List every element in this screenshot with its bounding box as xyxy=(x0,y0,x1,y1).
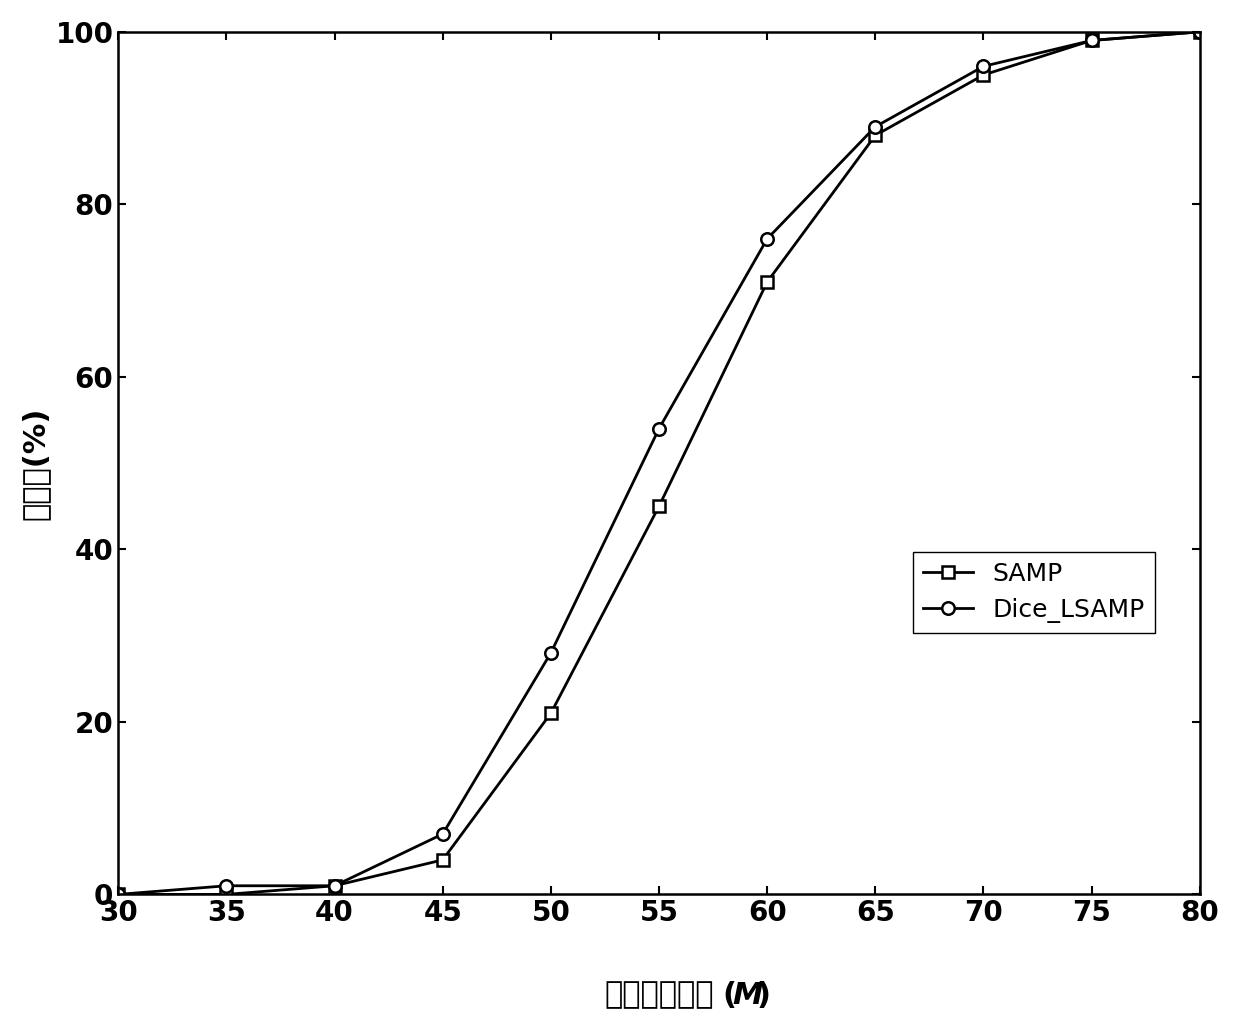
Dice_LSAMP xyxy=(760,232,775,244)
Text: 观测矩阵维度: 观测矩阵维度 xyxy=(604,981,714,1010)
Text: (: ( xyxy=(723,981,737,1010)
Y-axis label: 成功率(%): 成功率(%) xyxy=(21,406,50,520)
SAMP xyxy=(1084,35,1099,47)
Dice_LSAMP xyxy=(868,121,883,133)
Dice_LSAMP xyxy=(1193,26,1208,38)
SAMP xyxy=(110,888,125,900)
SAMP xyxy=(435,854,450,866)
SAMP xyxy=(651,500,666,513)
Line: Dice_LSAMP: Dice_LSAMP xyxy=(112,26,1207,900)
Line: SAMP: SAMP xyxy=(112,26,1207,900)
SAMP xyxy=(760,276,775,288)
Dice_LSAMP xyxy=(976,60,991,73)
SAMP xyxy=(543,707,558,719)
Dice_LSAMP xyxy=(110,888,125,900)
Dice_LSAMP xyxy=(651,422,666,435)
Text: M: M xyxy=(733,981,763,1010)
Dice_LSAMP xyxy=(1084,35,1099,47)
SAMP xyxy=(1193,26,1208,38)
Dice_LSAMP xyxy=(435,828,450,840)
Legend: SAMP, Dice_LSAMP: SAMP, Dice_LSAMP xyxy=(913,551,1154,633)
Text: ): ) xyxy=(756,981,771,1010)
Dice_LSAMP xyxy=(327,880,342,892)
SAMP xyxy=(219,888,234,900)
SAMP xyxy=(327,880,342,892)
SAMP xyxy=(868,129,883,141)
Dice_LSAMP xyxy=(219,880,234,892)
Dice_LSAMP xyxy=(543,647,558,659)
SAMP xyxy=(976,69,991,81)
